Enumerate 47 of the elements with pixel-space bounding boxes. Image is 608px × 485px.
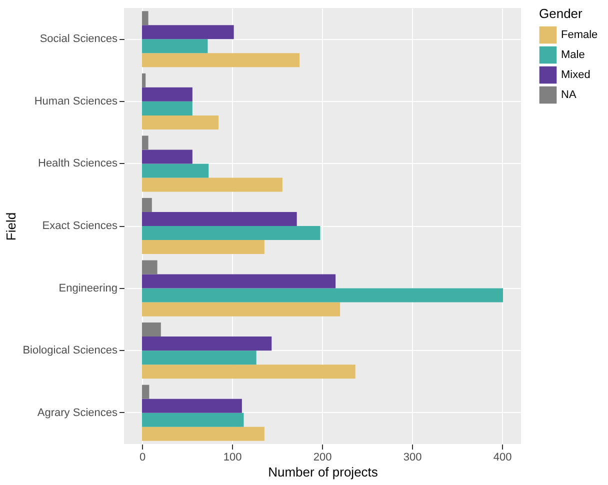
bar xyxy=(142,198,152,212)
legend-label: Male xyxy=(561,49,585,61)
bar xyxy=(142,302,340,316)
bar xyxy=(142,164,209,178)
bar xyxy=(142,136,148,150)
bar xyxy=(142,101,192,116)
bar xyxy=(142,212,297,226)
bar xyxy=(142,350,256,365)
bar xyxy=(142,178,282,192)
bar xyxy=(142,226,320,240)
legend-title: Gender xyxy=(539,6,584,21)
bar xyxy=(142,274,336,288)
y-tick-label: Human Sciences xyxy=(34,95,118,108)
bar xyxy=(142,73,146,88)
bar xyxy=(142,240,264,254)
bar xyxy=(142,412,244,427)
bar xyxy=(142,150,192,164)
bar xyxy=(142,87,192,102)
bar xyxy=(142,384,150,399)
bar xyxy=(142,53,300,68)
bar xyxy=(142,336,272,351)
x-tick-label: 300 xyxy=(403,452,422,464)
legend-label: Mixed xyxy=(561,69,590,81)
bar xyxy=(142,364,356,379)
bar xyxy=(142,398,242,413)
bar xyxy=(142,426,264,441)
y-tick-label: Biological Sciences xyxy=(22,344,118,357)
bar xyxy=(142,11,148,26)
y-tick-label: Social Sciences xyxy=(40,33,118,46)
y-tick-label: Agrary Sciences xyxy=(37,406,118,419)
bar xyxy=(142,260,158,274)
x-axis-title: Number of projects xyxy=(268,464,378,480)
y-tick-label: Engineering xyxy=(58,282,118,294)
bar xyxy=(142,39,208,54)
legend-label: NA xyxy=(561,89,577,101)
y-tick-label: Health Sciences xyxy=(38,158,118,170)
x-tick-label: 200 xyxy=(313,452,332,464)
y-axis-title: Field xyxy=(4,212,19,241)
y-tick-label: Exact Sciences xyxy=(42,220,118,232)
legend-label: Female xyxy=(561,29,598,41)
bar xyxy=(142,322,161,337)
bar xyxy=(142,115,219,130)
bar xyxy=(142,25,234,40)
x-tick-label: 100 xyxy=(223,452,242,464)
x-tick-label: 0 xyxy=(139,452,146,464)
bar xyxy=(142,288,503,302)
x-tick-label: 400 xyxy=(493,452,512,464)
